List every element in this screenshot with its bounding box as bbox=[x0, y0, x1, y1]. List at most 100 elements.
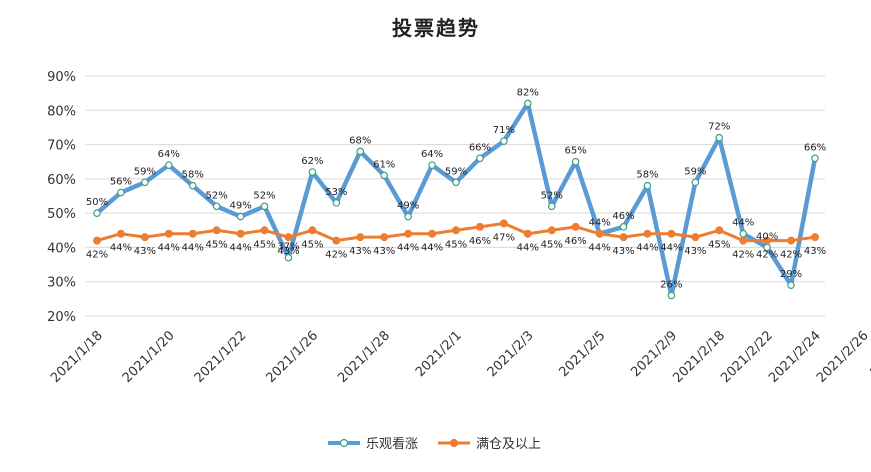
data-label: 42% bbox=[780, 250, 802, 261]
legend-item-bullish[interactable]: 乐观看涨 bbox=[328, 436, 418, 452]
data-label: 44% bbox=[660, 243, 682, 254]
data-label: 37% bbox=[277, 242, 299, 253]
data-point bbox=[260, 226, 269, 235]
data-label: 42% bbox=[325, 250, 347, 261]
legend-label: 满仓及以上 bbox=[476, 437, 541, 452]
y-tick-label: 80% bbox=[47, 104, 76, 119]
data-label: 53% bbox=[325, 187, 347, 198]
x-axis-ticks: 2021/1/18 2021/1/20 2021/1/22 2021/1/26 2021… bbox=[48, 328, 871, 386]
series-lines bbox=[92, 99, 819, 300]
data-label: 29% bbox=[780, 269, 802, 280]
data-point bbox=[212, 202, 221, 211]
data-point bbox=[619, 223, 628, 231]
y-axis-ticks: 20% 30% 40% 50% 60% 70% 80% 90% bbox=[47, 70, 76, 325]
data-label: 44% bbox=[588, 218, 610, 229]
legend-marker bbox=[339, 438, 349, 448]
data-label: 56% bbox=[110, 177, 132, 188]
data-label: 59% bbox=[684, 166, 706, 177]
data-label: 47% bbox=[493, 232, 515, 243]
data-point bbox=[500, 137, 508, 145]
data-point bbox=[380, 233, 389, 242]
data-point bbox=[739, 236, 748, 245]
data-label: 42% bbox=[732, 250, 754, 261]
data-label: 68% bbox=[349, 135, 371, 146]
data-label: 72% bbox=[708, 122, 730, 133]
data-label: 50% bbox=[86, 197, 108, 208]
data-point bbox=[643, 181, 652, 190]
data-label: 45% bbox=[708, 239, 730, 250]
y-tick-label: 60% bbox=[47, 173, 76, 188]
y-tick-label: 50% bbox=[47, 207, 76, 222]
data-point bbox=[667, 229, 676, 238]
x-tick-label: 2021/1/22 bbox=[192, 328, 250, 386]
data-label: 71% bbox=[493, 125, 515, 136]
y-tick-label: 70% bbox=[47, 139, 76, 154]
y-tick-label: 30% bbox=[47, 276, 76, 291]
data-label: 44% bbox=[588, 243, 610, 254]
x-tick-label: 2021/1/20 bbox=[120, 328, 178, 386]
data-point bbox=[332, 199, 341, 207]
data-point bbox=[188, 181, 197, 190]
data-point bbox=[428, 229, 437, 238]
data-label: 45% bbox=[206, 239, 228, 250]
data-point bbox=[810, 233, 819, 242]
data-point bbox=[452, 226, 461, 235]
data-label: 44% bbox=[182, 243, 204, 254]
data-label: 82% bbox=[517, 87, 539, 98]
data-point bbox=[475, 222, 484, 231]
data-point bbox=[811, 154, 819, 163]
legend-item-fullposition[interactable]: 满仓及以上 bbox=[438, 437, 541, 452]
data-label: 43% bbox=[277, 246, 299, 257]
x-tick-label: 2021/1/26 bbox=[263, 328, 321, 386]
data-point bbox=[212, 226, 221, 235]
data-point bbox=[92, 236, 101, 245]
data-point bbox=[452, 178, 460, 187]
data-point bbox=[547, 226, 556, 235]
data-label: 45% bbox=[253, 239, 275, 250]
data-point bbox=[667, 291, 676, 300]
data-label: 44% bbox=[110, 243, 132, 254]
x-tick-label: 2021/2/3 bbox=[485, 328, 537, 380]
data-point bbox=[117, 188, 125, 197]
data-point bbox=[523, 99, 532, 108]
data-label: 65% bbox=[565, 146, 587, 157]
data-label: 61% bbox=[373, 159, 395, 170]
data-label: 43% bbox=[612, 246, 634, 257]
data-point bbox=[164, 229, 173, 238]
data-point bbox=[260, 202, 269, 211]
data-point bbox=[404, 229, 413, 238]
data-point bbox=[787, 236, 796, 245]
data-point bbox=[236, 212, 245, 221]
data-label: 40% bbox=[756, 231, 778, 242]
data-label: 49% bbox=[397, 201, 419, 212]
data-label: 44% bbox=[421, 243, 443, 254]
data-point bbox=[643, 229, 652, 238]
data-label: 62% bbox=[301, 156, 323, 167]
data-label: 45% bbox=[445, 239, 467, 250]
x-tick-label: 2021/1/18 bbox=[48, 328, 106, 386]
data-point bbox=[236, 229, 245, 238]
data-point bbox=[284, 253, 293, 262]
data-point bbox=[739, 229, 748, 238]
data-label: 45% bbox=[301, 239, 323, 250]
data-point bbox=[571, 222, 580, 231]
data-point bbox=[93, 209, 101, 217]
data-point bbox=[595, 229, 604, 238]
x-tick-label: 2021/2/26 bbox=[814, 328, 871, 386]
data-point bbox=[787, 281, 795, 289]
data-point bbox=[116, 229, 125, 238]
data-point bbox=[165, 161, 173, 169]
data-label: 43% bbox=[373, 246, 395, 257]
data-label: 44% bbox=[229, 243, 251, 254]
data-point bbox=[428, 161, 436, 169]
data-point bbox=[404, 212, 412, 221]
legend-label: 乐观看涨 bbox=[366, 436, 418, 452]
data-label: 46% bbox=[612, 211, 634, 222]
data-label: 52% bbox=[253, 190, 275, 201]
data-point bbox=[691, 233, 700, 242]
legend[interactable]: 乐观看涨 满仓及以上 bbox=[328, 436, 541, 452]
x-tick-label: 2021/1/28 bbox=[335, 328, 393, 386]
data-label: 43% bbox=[349, 246, 371, 257]
data-label: 66% bbox=[804, 142, 826, 153]
